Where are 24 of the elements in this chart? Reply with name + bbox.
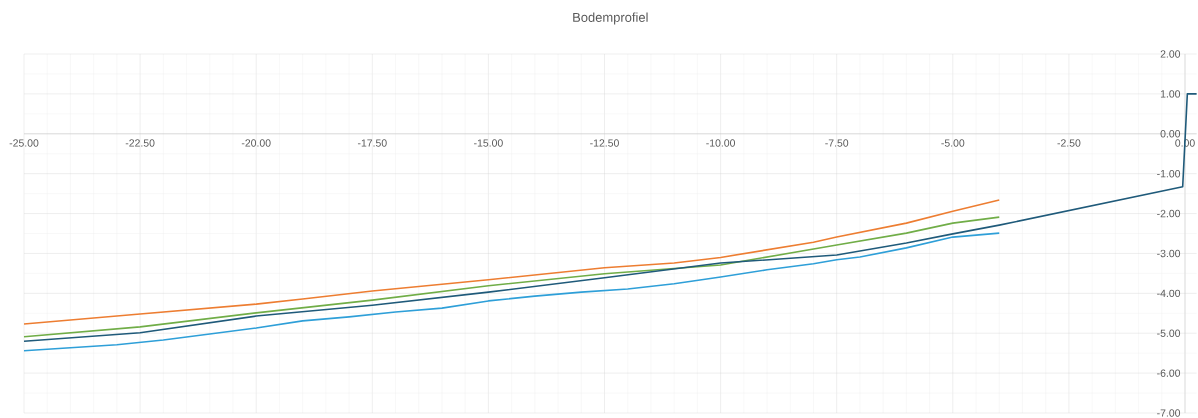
x-tick-label: -20.00	[241, 139, 271, 147]
x-tick-label: -25.00	[9, 139, 39, 147]
line-series	[23, 216, 1001, 338]
x-tick-label: -10.00	[706, 139, 736, 147]
y-tick-label: -5.00	[1157, 329, 1181, 337]
x-tick-label: -17.50	[357, 139, 387, 147]
x-tick-label: -12.50	[590, 139, 619, 147]
x-tick-label: -22.50	[125, 139, 155, 147]
x-tick-label: -15.00	[474, 139, 503, 147]
line-series	[23, 199, 1001, 325]
y-tick-label: -2.00	[1157, 209, 1181, 218]
y-tick-label: 1.00	[1160, 90, 1181, 98]
x-tick-label: -2.50	[1057, 139, 1081, 147]
y-tick-label: -4.00	[1157, 289, 1181, 298]
y-tick-label: -6.00	[1157, 369, 1181, 377]
y-tick-label: -7.00	[1157, 409, 1181, 417]
chart-title: Bodemprofiel	[573, 12, 648, 25]
line-series	[23, 232, 1001, 352]
y-tick-label: -3.00	[1157, 249, 1181, 258]
x-tick-label: -5.00	[941, 139, 965, 147]
y-tick-label: 2.00	[1160, 50, 1181, 58]
x-tick-label: -7.50	[825, 139, 849, 147]
y-tick-label: 0.00	[1160, 130, 1181, 138]
y-tick-label: -1.00	[1157, 169, 1181, 178]
